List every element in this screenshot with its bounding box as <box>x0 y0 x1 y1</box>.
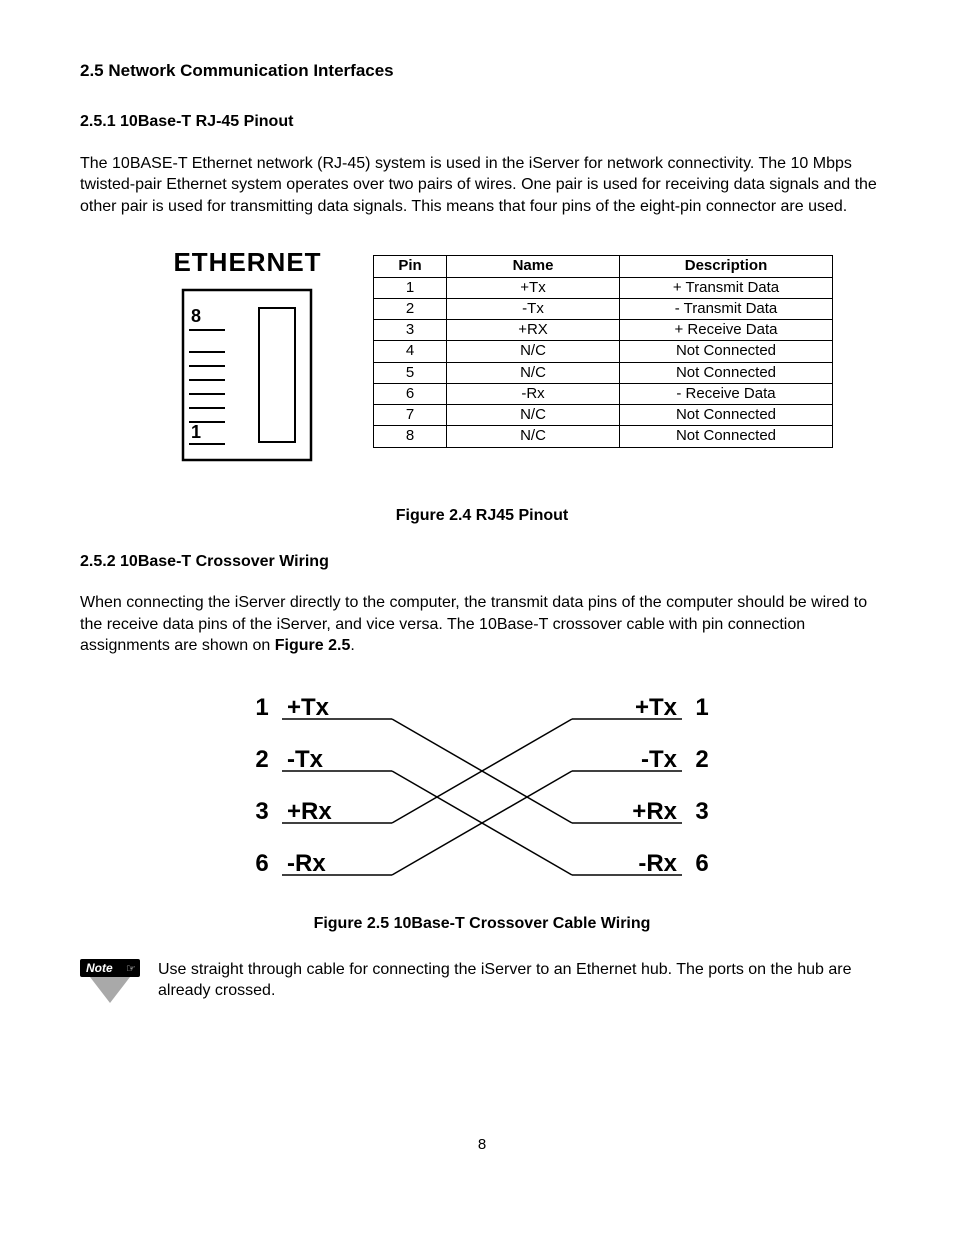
svg-text:-Rx: -Rx <box>287 850 326 877</box>
paragraph-252: When connecting the iServer directly to … <box>80 592 884 657</box>
cell-desc: - Receive Data <box>620 383 833 404</box>
cell-name: N/C <box>447 341 620 362</box>
svg-text:☞: ☞ <box>126 963 136 975</box>
cell-desc: + Transmit Data <box>620 277 833 298</box>
figure-2-4: ETHERNET 8 1 Pin Name Description <box>170 245 884 477</box>
rj45-jack-svg: 8 1 <box>175 280 320 470</box>
svg-text:+Tx: +Tx <box>635 694 678 721</box>
col-pin: Pin <box>374 256 447 277</box>
subsection-heading-251: 2.5.1 10Base-T RJ-45 Pinout <box>80 111 884 133</box>
cell-pin: 8 <box>374 426 447 447</box>
cell-pin: 3 <box>374 320 447 341</box>
crossover-svg: 1 +Tx +Tx 1 2 -Tx -Tx 2 3 +Rx +Rx 3 6 -Rx -Rx 6 <box>242 685 722 895</box>
cell-pin: 7 <box>374 405 447 426</box>
cell-name: N/C <box>447 362 620 383</box>
svg-text:1: 1 <box>695 694 708 721</box>
svg-text:2: 2 <box>255 746 268 773</box>
rj45-jack-diagram: ETHERNET 8 1 <box>170 245 325 477</box>
cell-name: +Tx <box>447 277 620 298</box>
figure-2-5: 1 +Tx +Tx 1 2 -Tx -Tx 2 3 +Rx +Rx 3 6 -Rx -Rx 6 <box>80 685 884 895</box>
table-row: 3+RX+ Receive Data <box>374 320 833 341</box>
paragraph-252-a: When connecting the iServer directly to … <box>80 594 867 654</box>
cell-desc: Not Connected <box>620 426 833 447</box>
figure-2-5-caption: Figure 2.5 10Base-T Crossover Cable Wiri… <box>80 913 884 935</box>
svg-text:-Tx: -Tx <box>641 746 678 773</box>
cell-pin: 5 <box>374 362 447 383</box>
figure-2-4-caption: Figure 2.4 RJ45 Pinout <box>80 505 884 527</box>
pin1-label: 1 <box>191 422 201 442</box>
table-row: 8N/CNot Connected <box>374 426 833 447</box>
paragraph-252-b: Figure 2.5 <box>275 637 351 654</box>
paragraph-251: The 10BASE-T Ethernet network (RJ-45) sy… <box>80 153 884 218</box>
cell-desc: Not Connected <box>620 341 833 362</box>
section-heading: 2.5 Network Communication Interfaces <box>80 60 884 83</box>
table-row: 5N/CNot Connected <box>374 362 833 383</box>
svg-text:3: 3 <box>255 798 268 825</box>
table-row: 2-Tx- Transmit Data <box>374 298 833 319</box>
svg-text:-Tx: -Tx <box>287 746 324 773</box>
ethernet-label: ETHERNET <box>170 245 325 280</box>
cell-pin: 2 <box>374 298 447 319</box>
table-row: 6-Rx- Receive Data <box>374 383 833 404</box>
svg-text:2: 2 <box>695 746 708 773</box>
subsection-heading-252: 2.5.2 10Base-T Crossover Wiring <box>80 551 884 573</box>
pin-table: Pin Name Description 1+Tx+ Transmit Data… <box>373 255 833 447</box>
svg-text:1: 1 <box>255 694 268 721</box>
svg-text:Note: Note <box>86 961 113 975</box>
col-desc: Description <box>620 256 833 277</box>
cell-pin: 4 <box>374 341 447 362</box>
svg-text:3: 3 <box>695 798 708 825</box>
svg-text:+Rx: +Rx <box>632 798 677 825</box>
table-row: 7N/CNot Connected <box>374 405 833 426</box>
cell-pin: 1 <box>374 277 447 298</box>
cell-desc: Not Connected <box>620 405 833 426</box>
note-text: Use straight through cable for connectin… <box>158 959 884 1002</box>
cell-pin: 6 <box>374 383 447 404</box>
cell-desc: Not Connected <box>620 362 833 383</box>
cell-name: -Tx <box>447 298 620 319</box>
svg-text:6: 6 <box>255 850 268 877</box>
table-row: 4N/CNot Connected <box>374 341 833 362</box>
cell-name: +RX <box>447 320 620 341</box>
cell-name: N/C <box>447 426 620 447</box>
cell-desc: - Transmit Data <box>620 298 833 319</box>
svg-text:+Rx: +Rx <box>287 798 332 825</box>
cell-desc: + Receive Data <box>620 320 833 341</box>
col-name: Name <box>447 256 620 277</box>
pin8-label: 8 <box>191 306 201 326</box>
cell-name: -Rx <box>447 383 620 404</box>
note-block: Note ☞ Use straight through cable for co… <box>80 959 884 1016</box>
table-row: 1+Tx+ Transmit Data <box>374 277 833 298</box>
paragraph-252-c: . <box>350 637 354 654</box>
cell-name: N/C <box>447 405 620 426</box>
page-number: 8 <box>80 1135 884 1155</box>
svg-text:6: 6 <box>695 850 708 877</box>
svg-text:-Rx: -Rx <box>638 850 677 877</box>
svg-text:+Tx: +Tx <box>287 694 330 721</box>
note-icon: Note ☞ <box>80 959 140 1016</box>
table-header-row: Pin Name Description <box>374 256 833 277</box>
